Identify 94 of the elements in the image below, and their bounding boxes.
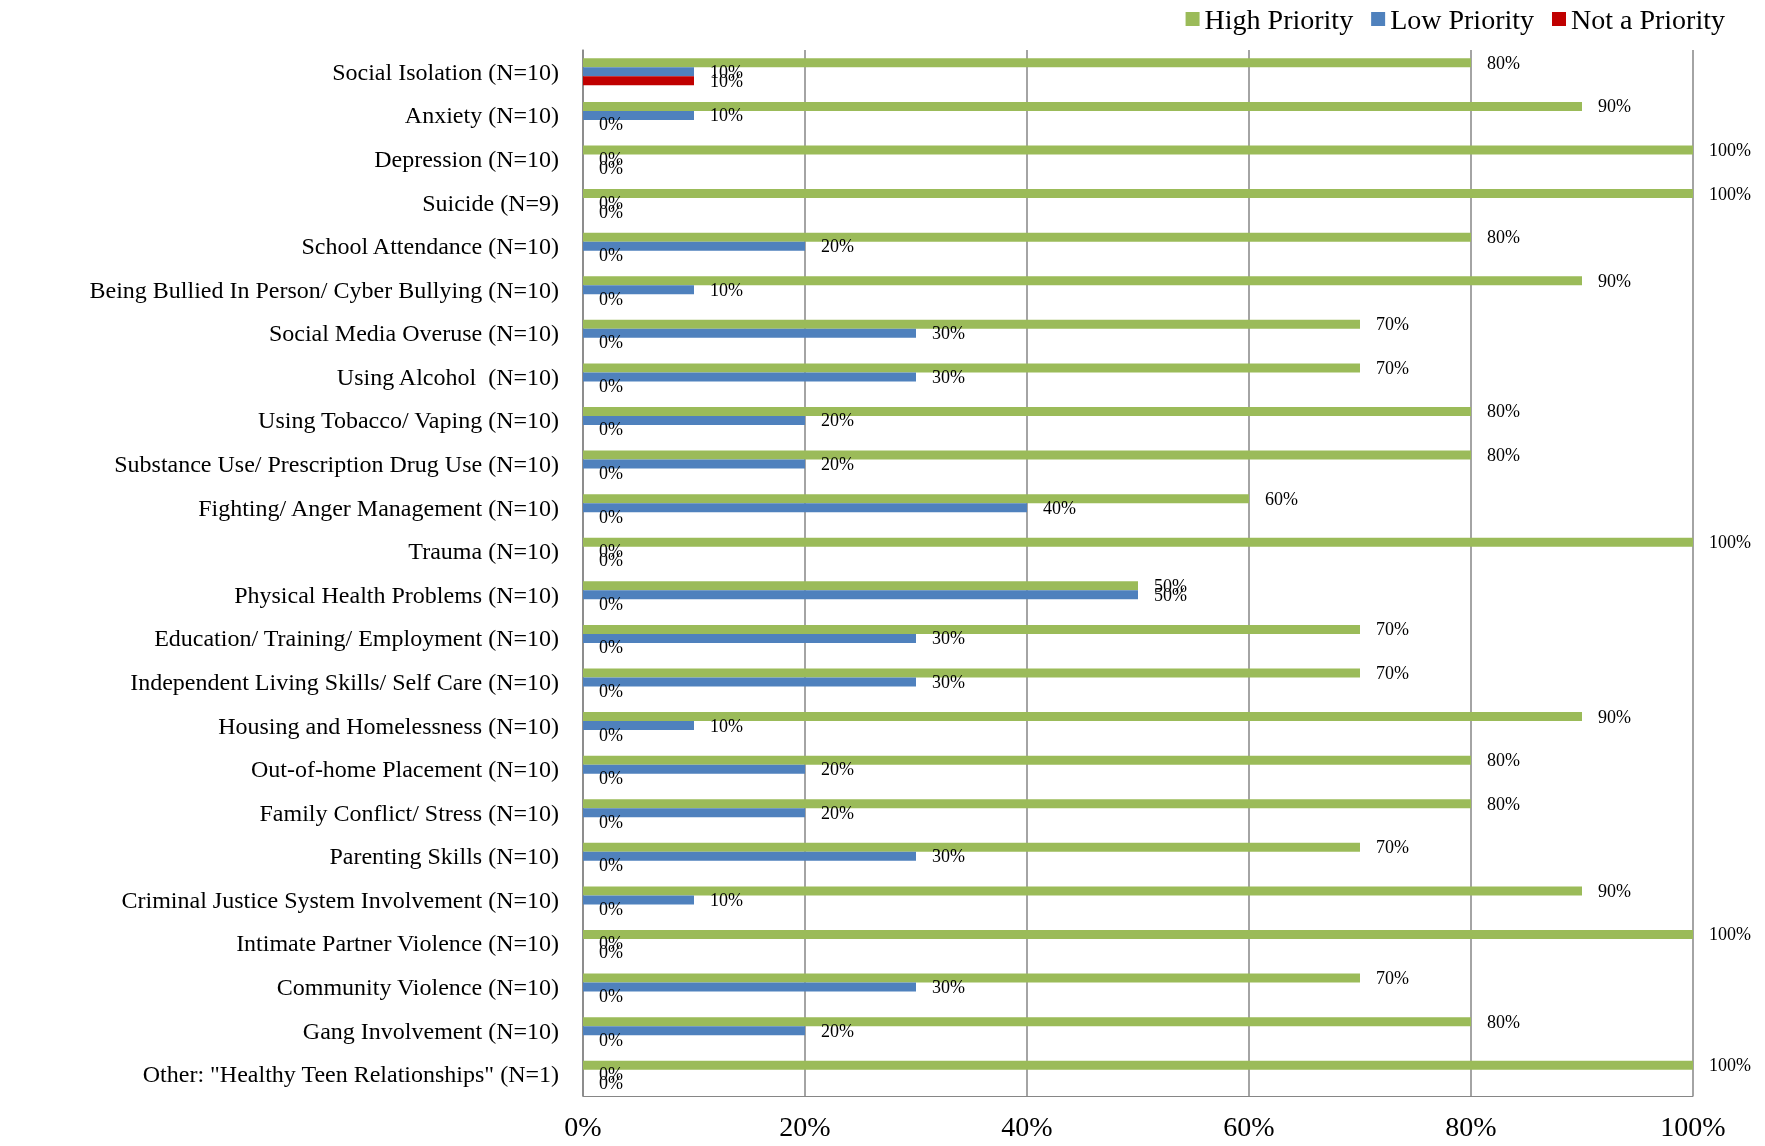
y-tick-label: Community Violence (N=10) (276, 974, 559, 1001)
data-label: 0% (599, 375, 623, 396)
legend-label: High Priority (1204, 3, 1354, 35)
y-tick-label: Substance Use/ Prescription Drug Use (N=10) (114, 451, 559, 478)
data-label: 20% (821, 802, 854, 823)
data-label: 30% (932, 671, 965, 692)
data-label: 80% (1487, 750, 1520, 771)
data-label: 70% (1376, 662, 1409, 683)
data-label: 0% (599, 724, 623, 745)
bar (583, 76, 694, 86)
y-tick-label: Depression (N=10) (374, 145, 559, 172)
data-label: 80% (1487, 445, 1520, 466)
data-label: 10% (710, 105, 743, 126)
data-label: 40% (1043, 497, 1076, 518)
data-label: 30% (932, 323, 965, 344)
data-label: 0% (599, 637, 623, 658)
data-label: 20% (821, 236, 854, 257)
y-tick-label: Physical Health Problems (N=10) (234, 581, 559, 608)
bar (583, 581, 1138, 591)
data-label: 0% (599, 288, 623, 309)
y-tick-label: Intimate Partner Violence (N=10) (236, 930, 559, 957)
data-label: 100% (1709, 1055, 1751, 1076)
data-label: 30% (932, 366, 965, 387)
data-label: 0% (599, 419, 623, 440)
y-tick-label: Parenting Skills (N=10) (329, 843, 559, 870)
bar (583, 67, 694, 77)
y-tick-label: Fighting/ Anger Management (N=10) (198, 494, 559, 521)
data-label: 10% (710, 279, 743, 300)
data-label: 90% (1598, 706, 1631, 727)
data-label: 0% (599, 855, 623, 876)
data-label: 70% (1376, 619, 1409, 640)
data-label: 20% (821, 759, 854, 780)
y-tick-label: Suicide (N=9) (422, 189, 559, 216)
y-tick-label: Out-of-home Placement (N=10) (250, 756, 559, 783)
data-label: 100% (1709, 924, 1751, 945)
data-label: 10% (710, 715, 743, 736)
data-label: 0% (599, 680, 623, 701)
data-label: 0% (599, 463, 623, 484)
data-label: 0% (599, 245, 623, 266)
data-label: 90% (1598, 96, 1631, 117)
data-label: 70% (1376, 837, 1409, 858)
y-tick-label: Family Conflict/ Stress (N=10) (259, 799, 559, 826)
data-label: 100% (1709, 532, 1751, 553)
y-tick-label: Criminal Justice System Involvement (N=10) (121, 886, 559, 913)
data-label: 30% (932, 846, 965, 867)
x-tick-label: 80% (1445, 1110, 1497, 1142)
data-label: 100% (1709, 183, 1751, 204)
y-tick-label: Social Isolation (N=10) (332, 58, 559, 85)
y-tick-label: School Attendance (N=10) (301, 233, 559, 260)
x-tick-label: 100% (1660, 1110, 1726, 1142)
data-label: 70% (1376, 968, 1409, 989)
y-tick-label: Using Alcohol (N=10) (336, 363, 559, 390)
data-label: 20% (821, 454, 854, 475)
data-label: 80% (1487, 1011, 1520, 1032)
data-label: 0% (599, 811, 623, 832)
data-label: 70% (1376, 314, 1409, 335)
data-label: 90% (1598, 270, 1631, 291)
data-label: 0% (599, 506, 623, 527)
data-label: 0% (599, 1029, 623, 1050)
y-tick-label: Trauma (N=10) (408, 538, 559, 565)
y-tick-label: Housing and Homelessness (N=10) (218, 712, 559, 739)
data-label: 30% (932, 977, 965, 998)
data-label: 60% (1265, 488, 1298, 509)
data-label: 90% (1598, 880, 1631, 901)
y-tick-label: Anxiety (N=10) (404, 102, 559, 129)
data-label: 0% (599, 332, 623, 353)
legend-label: Low Priority (1390, 3, 1535, 35)
y-tick-label: Using Tobacco/ Vaping (N=10) (258, 407, 559, 434)
data-label: 100% (1709, 139, 1751, 160)
data-label: 0% (599, 986, 623, 1007)
y-tick-label: Independent Living Skills/ Self Care (N=10) (130, 668, 559, 695)
data-label: 0% (599, 768, 623, 789)
y-tick-label: Gang Involvement (N=10) (302, 1017, 559, 1044)
y-tick-label: Social Media Overuse (N=10) (268, 320, 559, 347)
x-tick-label: 20% (779, 1110, 831, 1142)
x-tick-label: 0% (564, 1110, 602, 1142)
data-label: 80% (1487, 52, 1520, 73)
data-label: 0% (599, 114, 623, 135)
data-label: 70% (1376, 357, 1409, 378)
data-label: 80% (1487, 227, 1520, 248)
y-tick-label: Being Bullied In Person/ Cyber Bullying (N=10) (89, 276, 559, 303)
x-tick-label: 40% (1001, 1110, 1053, 1142)
legend-label: Not a Priority (1571, 3, 1726, 35)
data-label: 80% (1487, 793, 1520, 814)
data-label: 0% (599, 898, 623, 919)
data-label: 20% (821, 410, 854, 431)
data-label: 10% (710, 889, 743, 910)
data-label: 30% (932, 628, 965, 649)
data-label: 20% (821, 1020, 854, 1041)
y-tick-label: Other: "Healthy Teen Relationships" (N=1) (142, 1061, 559, 1088)
data-label: 80% (1487, 401, 1520, 422)
y-tick-label: Education/ Training/ Employment (N=10) (154, 625, 559, 652)
data-label: 0% (599, 593, 623, 614)
x-tick-label: 60% (1223, 1110, 1275, 1142)
